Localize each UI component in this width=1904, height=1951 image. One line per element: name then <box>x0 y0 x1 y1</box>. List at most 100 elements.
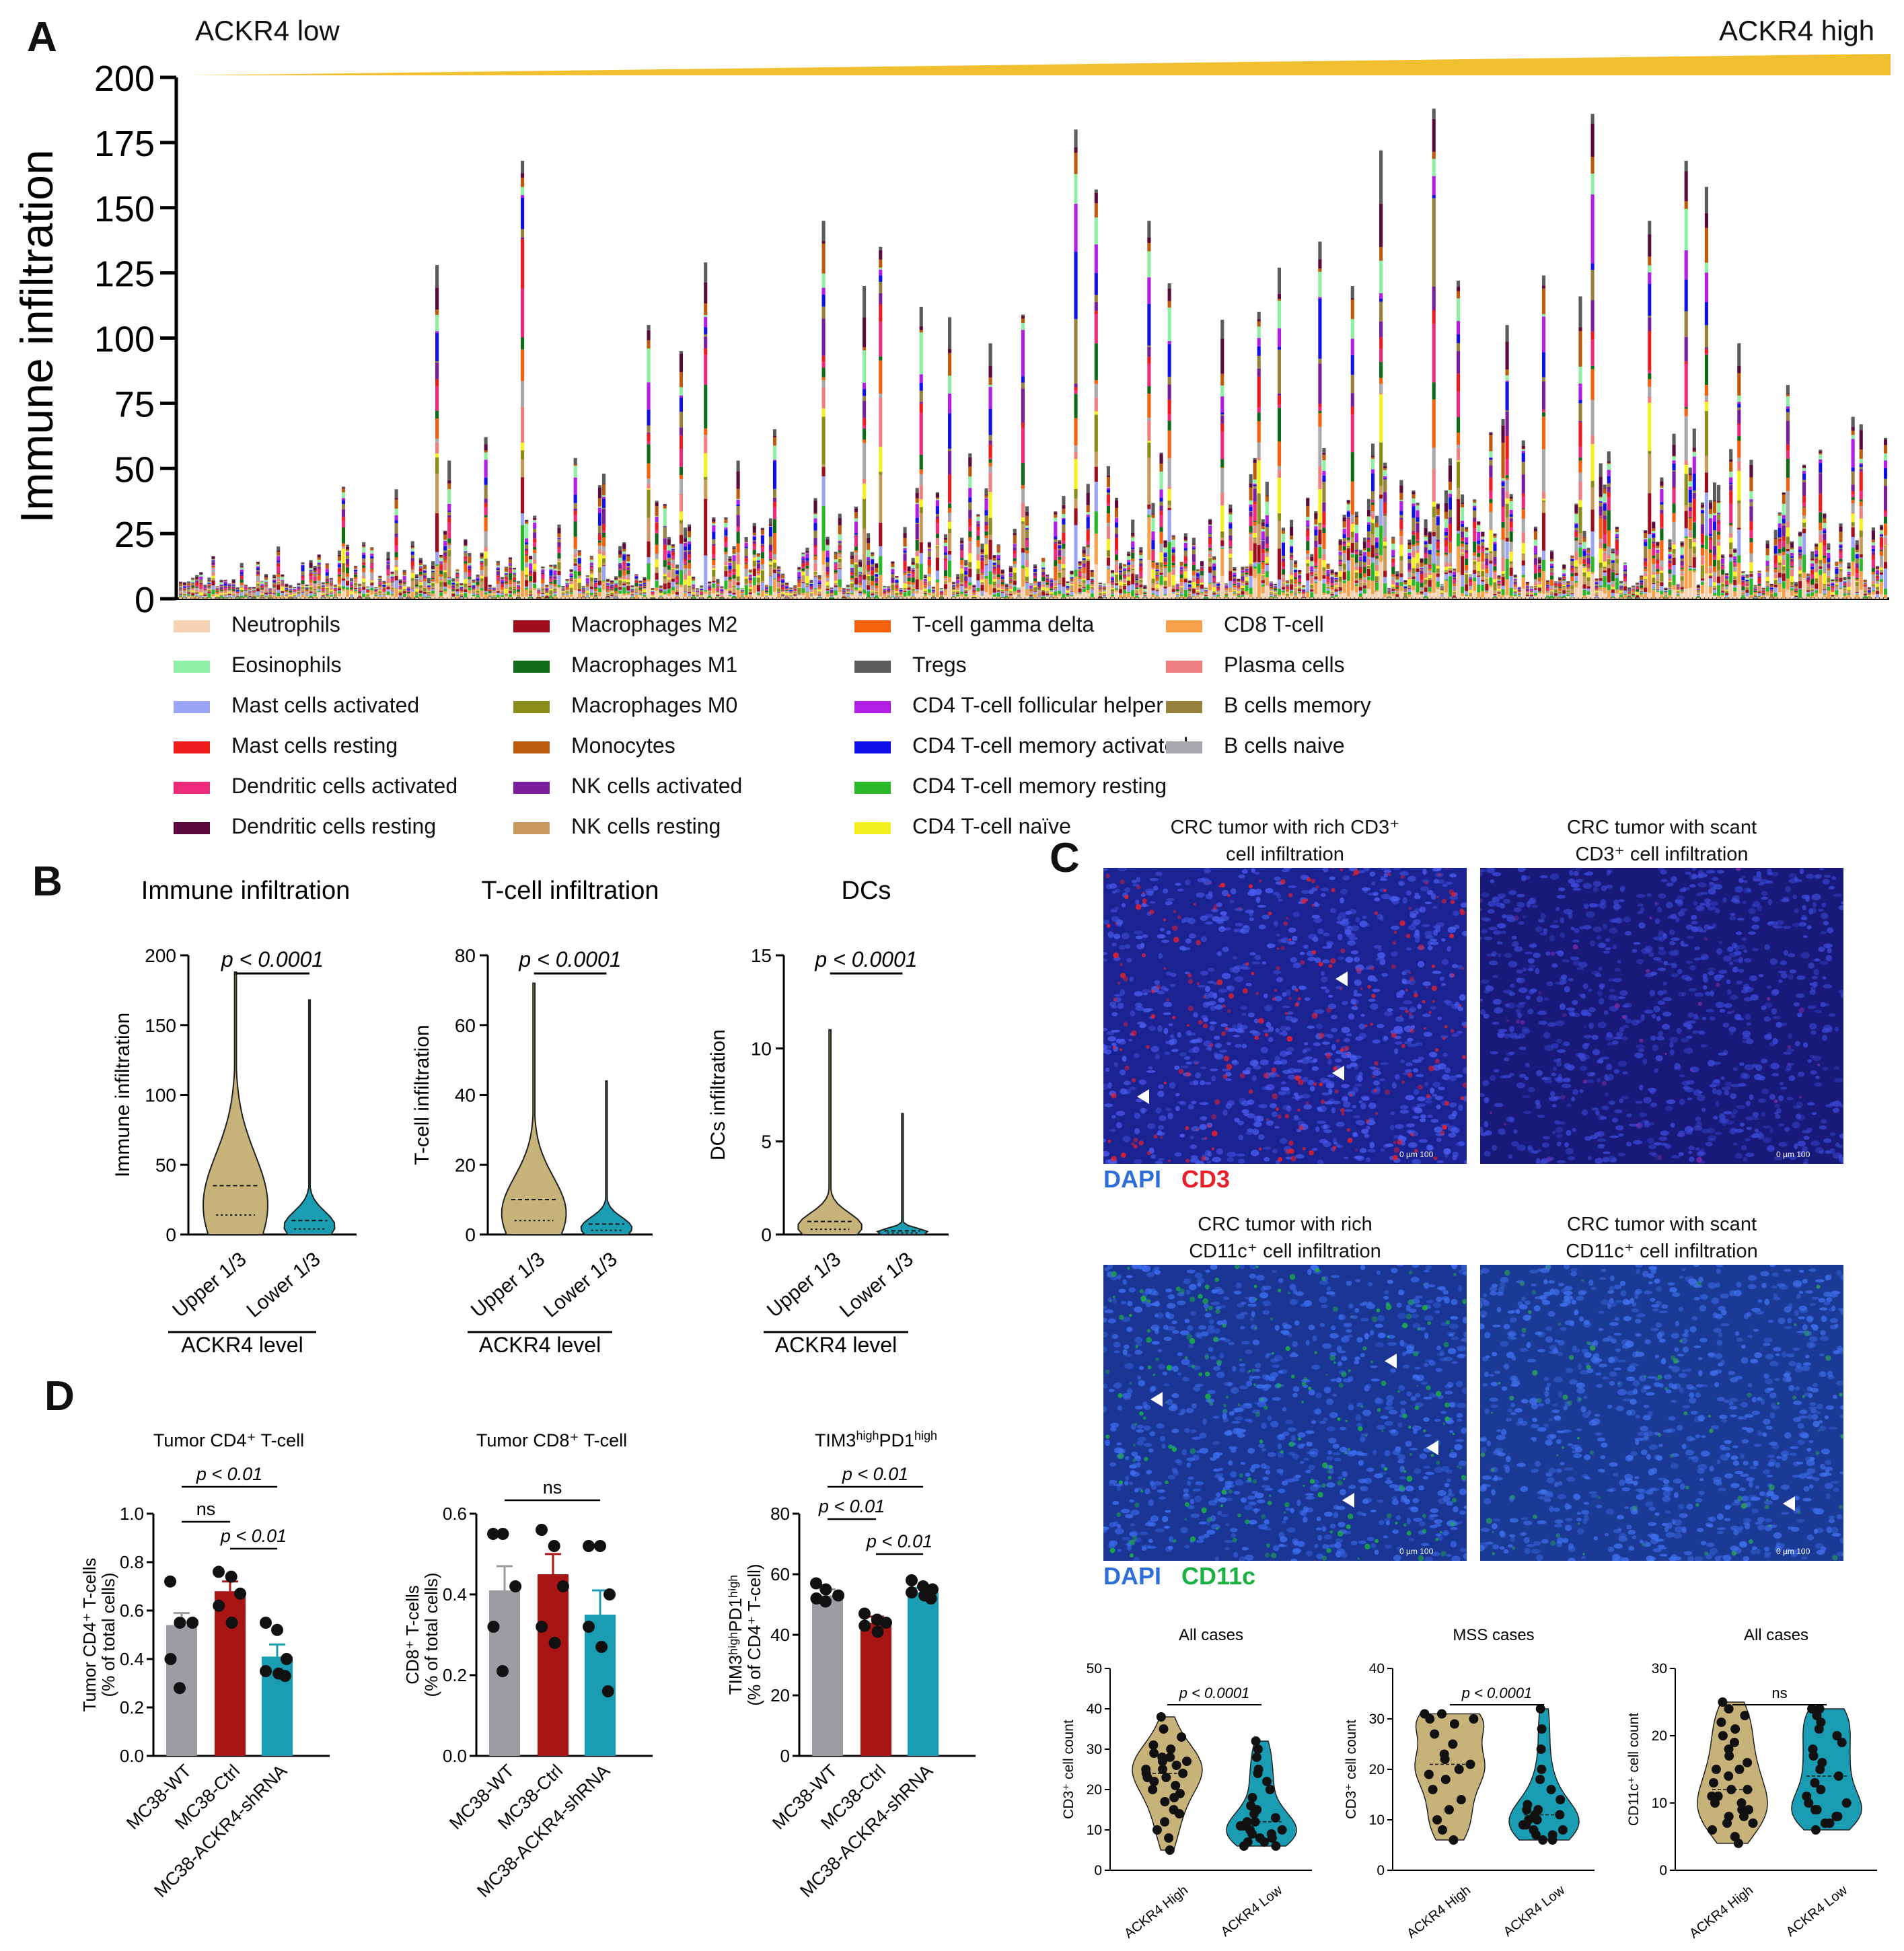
bar-segment <box>573 579 577 591</box>
bar-segment <box>903 546 907 548</box>
bar-segment <box>793 589 797 590</box>
bar-segment <box>549 589 553 591</box>
bar-segment <box>211 567 215 573</box>
bar-segment <box>863 575 867 580</box>
sample-bar <box>1046 575 1050 599</box>
bar-segment <box>692 588 696 589</box>
bar-segment <box>764 589 768 590</box>
bar-segment <box>935 518 939 523</box>
bar-segment <box>492 587 496 588</box>
bar-segment <box>935 533 939 538</box>
bar-segment <box>529 598 533 599</box>
sample-bar <box>468 552 472 599</box>
bar-segment <box>724 542 728 548</box>
sample-bar <box>626 554 630 599</box>
bar-segment <box>679 351 683 354</box>
bar-segment <box>871 553 875 554</box>
bar-segment <box>736 589 740 599</box>
bar-segment <box>309 595 313 598</box>
bar-segment <box>345 579 350 581</box>
bar-segment <box>675 567 679 569</box>
bar-segment <box>431 561 435 566</box>
bar-segment <box>317 592 321 599</box>
bar-segment <box>581 592 585 593</box>
bar-segment <box>809 588 813 590</box>
bar-segment <box>504 579 508 582</box>
bar-segment <box>382 593 386 595</box>
sample-bar <box>508 557 512 599</box>
bar-segment <box>797 568 801 570</box>
bar-segment <box>704 499 708 556</box>
bar-segment <box>537 597 541 599</box>
bar-segment <box>277 550 281 552</box>
bar-segment <box>183 593 187 595</box>
bar-segment <box>821 464 826 467</box>
sample-bar <box>581 586 585 599</box>
bar-segment <box>671 546 675 548</box>
bar-segment <box>362 582 366 584</box>
bar-segment <box>687 544 692 550</box>
bar-segment <box>606 589 610 592</box>
bar-segment <box>281 583 285 584</box>
bar-segment <box>553 567 557 569</box>
bar-segment <box>919 332 923 375</box>
bar-segment <box>1050 581 1054 583</box>
bar-segment <box>756 570 760 571</box>
bar-segment <box>305 595 309 598</box>
bar-segment <box>464 545 468 546</box>
bar-segment <box>285 592 289 593</box>
bar-segment <box>740 589 744 591</box>
bar-segment <box>968 526 972 531</box>
bar-segment <box>1041 589 1046 591</box>
bar-segment <box>329 585 333 588</box>
sample-bar <box>301 562 305 599</box>
bar-segment <box>337 560 341 563</box>
bar-segment <box>435 583 439 599</box>
bar-segment <box>655 521 659 522</box>
bar-segment <box>915 563 919 568</box>
bar-segment <box>256 581 260 583</box>
bar-segment <box>996 591 1000 593</box>
bar-segment <box>443 563 447 570</box>
bar-segment <box>341 578 346 581</box>
bar-segment <box>350 586 354 588</box>
bar-segment <box>720 592 724 593</box>
bar-segment <box>341 546 346 548</box>
bar-segment <box>504 571 508 573</box>
bar-segment <box>561 597 565 599</box>
bar-segment <box>659 597 663 599</box>
bar-segment <box>1021 568 1025 587</box>
bar-segment <box>569 575 573 577</box>
bar-segment <box>386 564 390 570</box>
bar-segment <box>227 590 231 592</box>
bar-segment <box>281 577 285 581</box>
bar-segment <box>728 570 732 571</box>
bar-segment <box>764 590 768 593</box>
bar-segment <box>223 594 227 597</box>
bar-segment <box>891 597 895 599</box>
bar-segment <box>281 575 285 577</box>
bar-segment <box>626 561 630 563</box>
bar-segment <box>293 593 297 595</box>
bar-segment <box>272 581 277 583</box>
bar-segment <box>289 587 293 588</box>
bar-segment <box>183 585 187 587</box>
bar-segment <box>423 566 427 570</box>
sample-bar <box>805 548 809 599</box>
bar-segment <box>919 499 923 507</box>
bar-segment <box>460 583 464 585</box>
bar-segment <box>903 550 907 553</box>
bar-segment <box>529 581 533 583</box>
bar-segment <box>748 572 752 575</box>
bar-segment <box>643 593 647 595</box>
bar-segment <box>541 590 545 593</box>
bar-segment <box>923 575 927 577</box>
bar-segment <box>809 593 813 595</box>
bar-segment <box>455 574 460 575</box>
bar-segment <box>341 581 346 587</box>
bar-segment <box>370 583 374 586</box>
bar-segment <box>988 457 992 459</box>
bar-segment <box>858 587 863 591</box>
bar-segment <box>923 587 927 589</box>
bar-segment <box>512 588 517 589</box>
